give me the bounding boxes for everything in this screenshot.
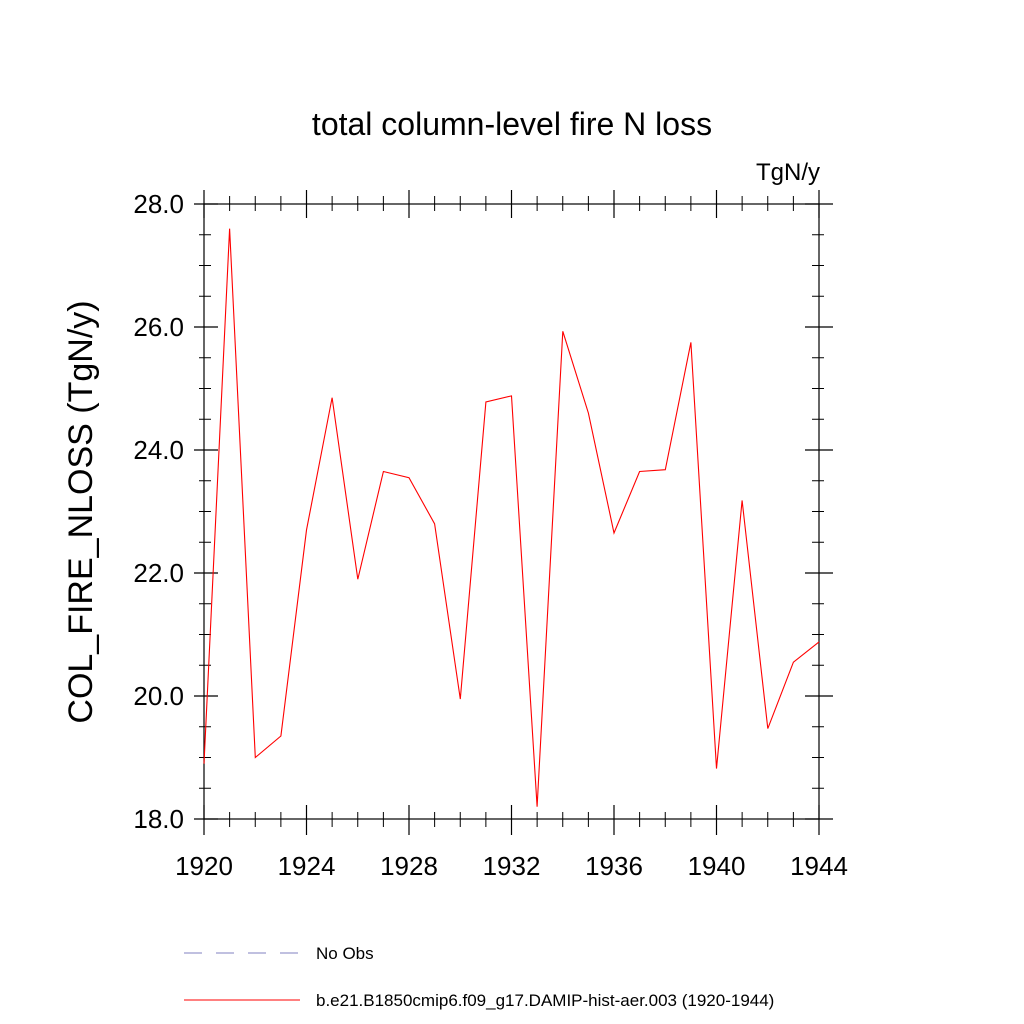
legend-label: No Obs	[316, 944, 374, 963]
y-tick-label: 22.0	[133, 558, 184, 588]
x-tick-label: 1940	[688, 851, 746, 881]
y-tick-label: 24.0	[133, 435, 184, 465]
y-axis-label: COL_FIRE_NLOSS (TgN/y)	[62, 300, 100, 723]
y-tick-label: 26.0	[133, 312, 184, 342]
legend: No Obs b.e21.B1850cmip6.f09_g17.DAMIP-his…	[184, 944, 774, 1010]
x-tick-label: 1936	[585, 851, 643, 881]
x-tick-label: 1924	[278, 851, 336, 881]
series-layer	[203, 228, 820, 807]
plot-frame	[203, 203, 820, 820]
units-label: TgN/y	[756, 159, 820, 186]
x-tick-label: 1944	[790, 851, 848, 881]
ticks-layer: 18.0 20.0 22.0 24.0 26.0 28.0 1920 1924 1928 1932…	[133, 189, 848, 881]
y-tick-label: 18.0	[133, 804, 184, 834]
x-tick-label: 1932	[483, 851, 541, 881]
series-line-1	[203, 228, 820, 807]
y-tick-label: 28.0	[133, 189, 184, 219]
chart-title: total column-level fire N loss	[312, 106, 712, 142]
y-tick-label: 20.0	[133, 681, 184, 711]
x-tick-label: 1920	[175, 851, 233, 881]
legend-label: b.e21.B1850cmip6.f09_g17.DAMIP-hist-aer.…	[316, 991, 774, 1010]
x-tick-label: 1928	[380, 851, 438, 881]
